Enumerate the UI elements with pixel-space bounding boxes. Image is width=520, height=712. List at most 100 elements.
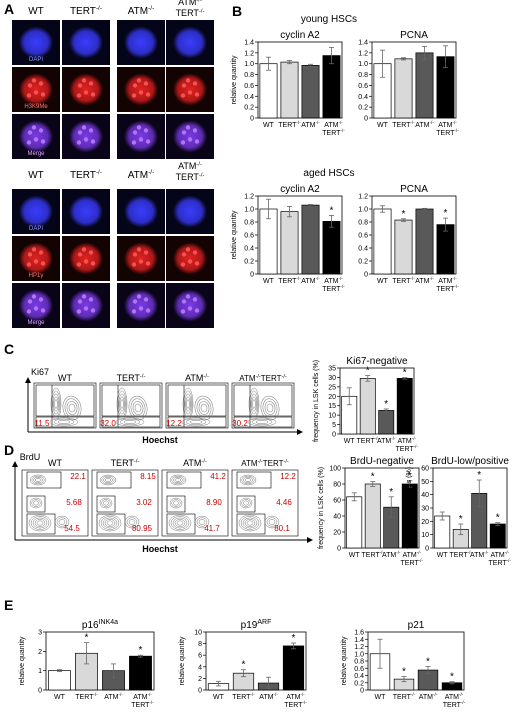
y-tick-label: 20 [333,530,341,537]
category-label: TERT-/- [450,550,473,559]
gate-percentage: 41.2 [210,472,226,481]
bar [436,224,455,275]
channel-label: DAPI [29,226,43,232]
nucleus [124,120,158,153]
focus-dot [194,139,200,144]
y-tick-label: 8 [198,641,202,648]
gate-percentage: 4.46 [276,498,292,507]
y-tick-label: 1.2 [358,50,368,57]
focus-dot [40,139,46,144]
contour [30,516,50,530]
nucleus [19,195,53,228]
y-tick-label: 1.0 [244,61,254,68]
focus-dot [132,83,138,88]
contour [264,515,280,529]
contour [56,517,68,527]
focus-dot [27,83,33,88]
category-label: TERT-/- [392,276,415,285]
category-label: WT [263,278,275,285]
chart-E-p16: p16INK4a 0 1 2 3 relative quantity * * WT TERT-/-… [19,619,155,709]
category-label: ATM-/- [415,120,434,129]
column-header: ATM-/- [128,169,155,181]
category-label: WT [375,694,387,701]
aged-hscs-title: aged HSCs [303,168,354,179]
contour [175,478,181,482]
flow-plot-title: ATM-/- [183,458,207,468]
focus-dot [31,78,37,83]
focus-dot [88,297,94,302]
contour [51,390,61,418]
gate [101,384,161,417]
nucleus [69,73,103,106]
focus-dot [181,130,187,135]
focus-dot [83,259,89,264]
y-tick-label: 0.4 [354,673,364,680]
y-tick-label: 1.4 [244,40,254,47]
chart-title: BrdU-negative [350,456,414,467]
chart-title: p21 [408,620,425,631]
nucleus [173,120,207,153]
contour [252,399,256,409]
bar [280,61,299,119]
focus-dot [26,93,32,98]
focus-dot [136,247,142,252]
focus-dot [38,128,44,133]
gate-percentage: 41.7 [204,524,220,533]
focus-dot [136,125,142,130]
contour [130,398,146,418]
y-tick-label: 35 [328,366,336,373]
contour [54,399,58,409]
category-label: TERT-/- [393,692,416,701]
focus-dot [180,262,186,267]
contour [181,417,211,427]
focus-dot [131,262,137,267]
focus-dot [136,78,142,83]
gate-percentage: 8.90 [206,498,222,507]
panel-label-d: D [4,442,14,458]
microscopy-grid-top: WT TERT-/- ATM-/-ATM-/-TERT-/-DAPIH3K9MeMe… [12,0,214,159]
focus-dot [88,128,94,133]
y-tick-label: 10 [421,532,429,539]
flow-plot-title: WT [58,373,72,383]
focus-dot [83,306,89,311]
category-label: WT [263,122,275,129]
focus-dot [76,140,82,145]
focus-dot [181,252,187,257]
significance-star: * [402,667,406,678]
contour [239,497,253,509]
category-label: ATM-/- [490,550,509,559]
chart-title: cyclin A2 [280,30,320,41]
y-tick-label: 100 [329,466,341,473]
contour [251,418,273,426]
bar [394,219,413,275]
y-tick-label: 1.0 [354,651,364,658]
channel-label: Merge [27,151,45,157]
focus-dot [31,125,37,130]
y-axis-label: relative quantity [341,636,348,686]
contour [103,476,113,484]
focus-dot [180,93,186,98]
y-tick-label: 25 [328,384,336,391]
focus-dot [81,78,87,83]
gate [167,384,227,417]
category-label: ATM-/- [438,276,457,285]
focus-dot [27,299,33,304]
nucleus [124,195,158,228]
y-tick-label: 1.2 [244,50,254,57]
category-label: ATM-/- [382,550,401,559]
nucleus [124,242,158,275]
plot-frame [371,41,457,119]
focus-dot [143,297,149,302]
contour [176,520,184,526]
nucleus [19,289,53,322]
arrow-head [297,429,303,435]
significance-star: * [371,472,375,483]
nucleus [124,289,158,322]
focus-dot [27,252,33,257]
contour [33,500,39,506]
focus-dot [192,297,198,302]
contour [68,403,76,413]
gate [26,513,56,535]
y-tick-label: 0.6 [244,83,254,90]
